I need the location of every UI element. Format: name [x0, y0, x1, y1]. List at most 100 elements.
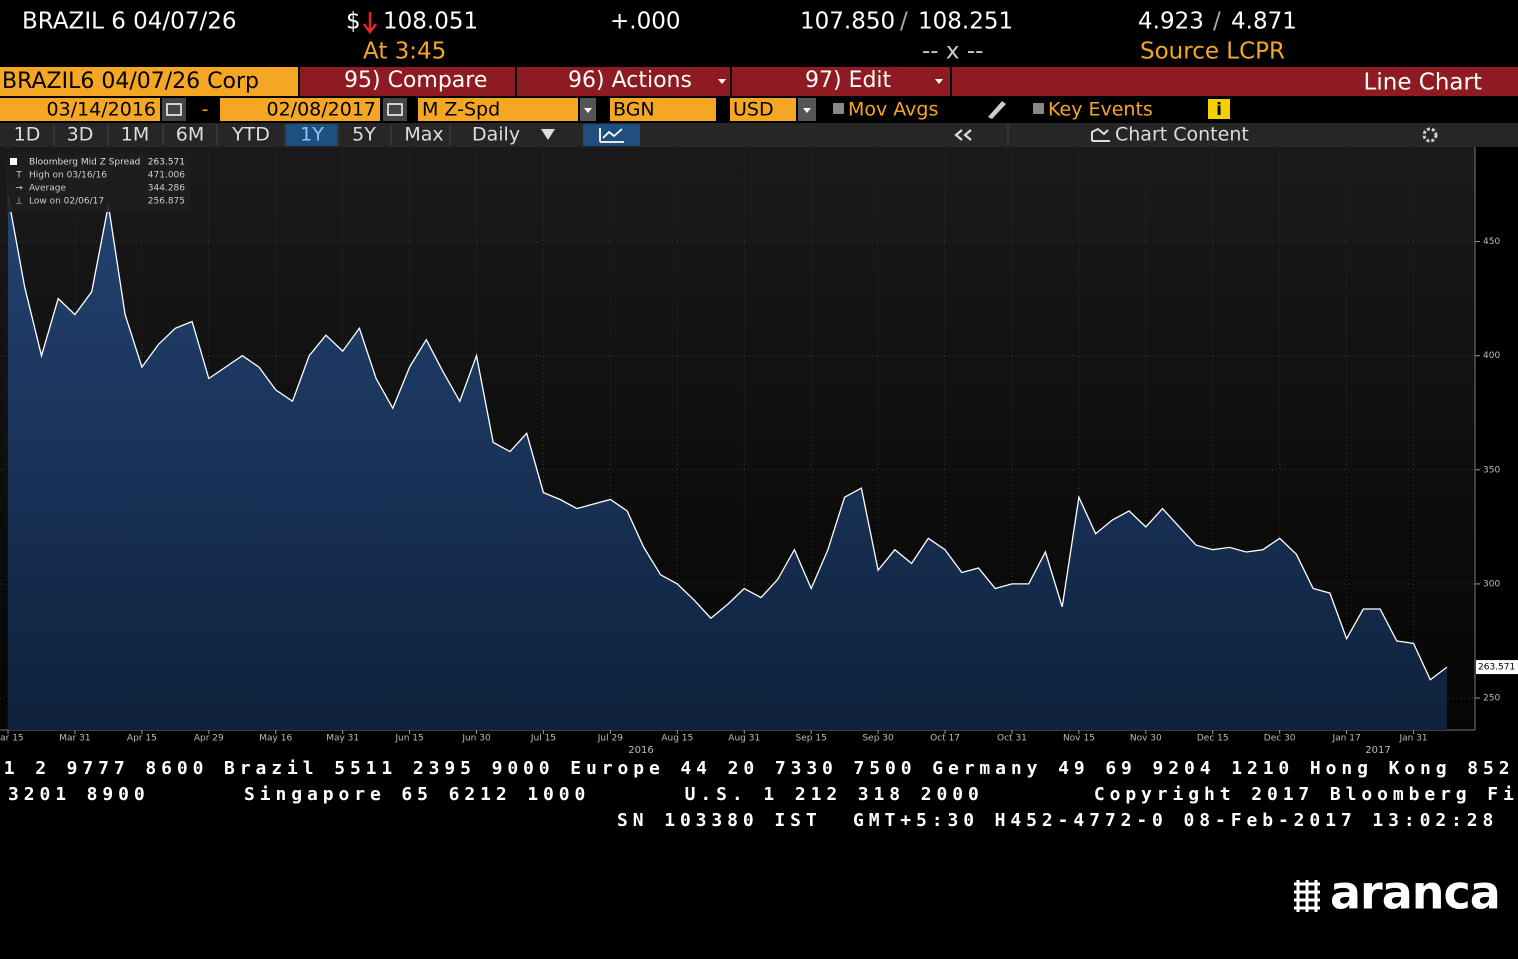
- bid-yield: 4.923: [1138, 9, 1204, 35]
- mov-avgs: Mov Avgs: [848, 99, 938, 121]
- y-tick-label: 400: [1483, 351, 1500, 361]
- dropdown-icon: [935, 79, 943, 84]
- calendar-button[interactable]: [162, 98, 186, 121]
- periodicity[interactable]: Daily: [472, 124, 520, 146]
- legend-stat-value: 256.875: [148, 197, 185, 207]
- y-axis-area: [1475, 147, 1518, 730]
- x-tick-label: Jun 15: [394, 734, 423, 744]
- legend-stat-value: 471.006: [148, 171, 185, 181]
- footer-line: 3201 8900 Singapore 65 6212 1000 U.S. 1 …: [8, 784, 1518, 805]
- last-value-box: [1476, 660, 1518, 675]
- info-label: i: [1216, 100, 1222, 120]
- security: BRAZIL 6 04/07/26: [22, 9, 236, 35]
- x-tick-label: Mar 15: [0, 734, 24, 744]
- end-date-input[interactable]: [220, 98, 380, 121]
- start-date-input[interactable]: [0, 98, 160, 121]
- source-input[interactable]: [610, 98, 716, 121]
- price: 108.051: [383, 9, 478, 35]
- footer-line: SN 103380 IST GMT+5:30 H452-4772-0 08-Fe…: [617, 810, 1498, 831]
- x-tick-label: May 31: [326, 734, 359, 744]
- legend-stat-label: High on 03/16/16: [29, 171, 107, 181]
- security-tab[interactable]: [0, 67, 298, 96]
- x-tick-label: Apr 15: [127, 734, 157, 744]
- x-tick-label: Dec 30: [1264, 734, 1296, 744]
- info-button[interactable]: [1208, 99, 1230, 119]
- y-tick-label: 300: [1483, 579, 1500, 589]
- security-tab-label: BRAZIL6 04/07/26 Corp: [2, 69, 259, 94]
- time: At 3:45: [363, 39, 446, 65]
- axes: 250 300 350 400 450 Mar 15 Mar 31 Apr 15 Apr 29 M…: [0, 237, 1518, 744]
- x-tick-label: Jun 30: [461, 734, 491, 744]
- collapse-icon[interactable]: [954, 129, 972, 141]
- range-buttons: 1D 3D 1M 6M YTD 1Y 5Y Max: [14, 124, 451, 146]
- footer-line: 61 2 9777 8600 Brazil 5511 2395 9000 Eur…: [0, 758, 1514, 779]
- logo-icon: [1294, 880, 1320, 912]
- currency-code: USD: [733, 99, 774, 121]
- x-tick-label: May 16: [259, 734, 292, 744]
- range-bar: [0, 123, 1518, 147]
- x-tick-label: Jan 17: [1332, 734, 1361, 744]
- range-button[interactable]: 5Y: [352, 124, 376, 146]
- legend-swatch: [10, 158, 17, 165]
- range-button[interactable]: 1M: [121, 124, 149, 146]
- actions-button[interactable]: [517, 67, 730, 96]
- range-button[interactable]: 1Y: [300, 124, 324, 146]
- legend-stat-value: 344.286: [148, 184, 185, 194]
- range-selected: [286, 124, 337, 146]
- range-button[interactable]: 6M: [176, 124, 204, 146]
- plot: [7, 195, 1448, 730]
- legend-symbol: ⊥: [15, 197, 23, 207]
- dropdown-icon: [584, 108, 592, 113]
- currency-input[interactable]: [730, 98, 796, 121]
- compare-button[interactable]: [300, 67, 515, 96]
- legend: [6, 154, 190, 212]
- field: M Z-Spd: [422, 99, 500, 121]
- edit-button[interactable]: [732, 67, 950, 96]
- currency: $: [346, 9, 361, 35]
- field-input[interactable]: [418, 98, 578, 121]
- date-separator: -: [202, 99, 209, 121]
- area: [8, 195, 1447, 730]
- chart-type-icon: [599, 128, 624, 143]
- x-tick-label: Mar 31: [59, 734, 90, 744]
- range-button[interactable]: 1D: [14, 124, 41, 146]
- checkbox[interactable]: [833, 103, 844, 114]
- source: Source LCPR: [1140, 39, 1285, 65]
- compare-label: 95) Compare: [344, 68, 487, 93]
- x-tick-label: Jan 31: [1398, 734, 1427, 744]
- x-tick-label: Oct 31: [997, 734, 1027, 744]
- range-button[interactable]: 3D: [67, 124, 94, 146]
- dropdown-icon: [803, 108, 811, 113]
- calendar-button[interactable]: [383, 98, 407, 121]
- logo: aranca: [1330, 866, 1500, 920]
- range-button[interactable]: Max: [404, 124, 443, 146]
- y-tick-label: 350: [1483, 465, 1500, 475]
- actions-label: 96) Actions: [568, 68, 692, 93]
- x-tick-label: Sep 15: [796, 734, 827, 744]
- legend-stat-label: Low on 02/06/17: [29, 197, 104, 207]
- key-events: Key Events: [1048, 99, 1153, 121]
- separator: /: [1213, 9, 1221, 35]
- legend-name: Bloomberg Mid Z Spread: [29, 158, 140, 168]
- x-tick-label: Aug 31: [728, 734, 760, 744]
- year-label: 2016: [628, 745, 653, 756]
- legend-value: 263.571: [148, 158, 185, 168]
- separator: /: [900, 9, 908, 35]
- settings-icon[interactable]: [1422, 127, 1438, 143]
- legend-symbol: →: [15, 184, 23, 194]
- checkbox[interactable]: [1033, 103, 1044, 114]
- x-tick-label: Aug 15: [661, 734, 693, 744]
- dropdown-icon: [718, 79, 726, 84]
- pencil-icon[interactable]: [988, 101, 1006, 119]
- dropdown-icon: [541, 129, 555, 140]
- calendar-icon: [387, 103, 403, 116]
- ask: 108.251: [918, 9, 1013, 35]
- range-button[interactable]: YTD: [231, 124, 270, 146]
- calendar-icon: [166, 103, 182, 116]
- chart-content[interactable]: Chart Content: [1115, 124, 1249, 146]
- x-tick-label: Sep 30: [862, 734, 894, 744]
- ask-yield: 4.871: [1231, 9, 1297, 35]
- end-date: 02/08/2017: [266, 99, 376, 121]
